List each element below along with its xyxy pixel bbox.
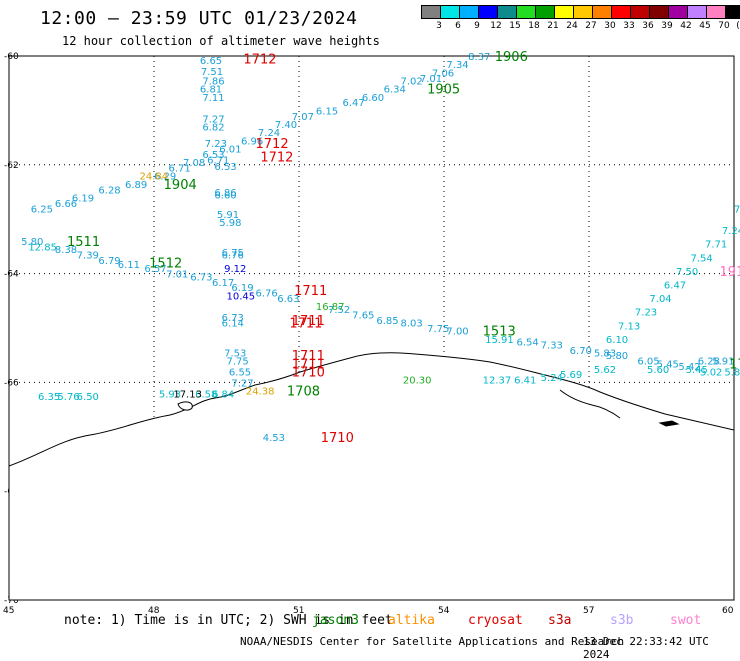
- wave-height-label: 16.87: [316, 302, 345, 313]
- wave-height-label: 7.33: [541, 340, 563, 351]
- pass-time-label: 1513: [483, 325, 516, 340]
- wave-height-label: 7.65: [352, 310, 374, 321]
- mission-s3a: s3a: [548, 613, 571, 628]
- wave-height-label: 6.70: [570, 346, 592, 357]
- wave-height-label: 5.60: [647, 365, 669, 376]
- mission-swot: swot: [670, 613, 701, 628]
- wave-height-label: 20.30: [403, 376, 432, 387]
- wave-height-label: 12.85: [28, 242, 57, 253]
- wave-height-label: 6.65: [200, 56, 222, 67]
- wave-height-label: 7.24: [722, 226, 740, 237]
- pass-time-label: 1711: [294, 284, 327, 299]
- wave-height-label: 6.25: [31, 204, 53, 215]
- wave-height-label: 6.19: [72, 193, 94, 204]
- pass-time-label: 1712: [243, 53, 276, 68]
- wave-height-label: 6.14: [222, 319, 244, 330]
- wave-height-label: 6.73: [190, 272, 212, 283]
- wave-height-label: 7.39: [77, 251, 99, 262]
- wave-height-label: 7.23: [635, 308, 657, 319]
- wave-height-label: 6.54: [517, 338, 539, 349]
- wave-height-label: 6.53: [202, 150, 224, 161]
- wave-height-label: 7.34: [446, 60, 468, 71]
- wave-height-label: 6.76: [222, 251, 244, 262]
- wave-height-label: 6.47: [664, 280, 686, 291]
- wave-height-label: 7.75: [227, 357, 249, 368]
- wave-height-label: 6.76: [256, 289, 278, 300]
- pass-time-label: 1906: [495, 50, 528, 65]
- wave-height-label: 6.28: [98, 185, 120, 196]
- pass-time-label: 1709: [729, 357, 740, 372]
- wave-height-label: 5.62: [594, 365, 616, 376]
- wave-height-label: 6.82: [202, 123, 224, 134]
- offshore-island-1: [178, 402, 192, 410]
- wave-height-label: 8.03: [401, 319, 423, 330]
- mission-s3b: s3b: [610, 613, 633, 628]
- generated-timestamp: 13 Dec 22:33:42 UTC 2024: [583, 635, 740, 661]
- wave-height-label: 9.12: [224, 264, 246, 275]
- wave-height-label: 5.45: [686, 365, 708, 376]
- latitude-label: -66: [4, 378, 19, 388]
- wave-height-label: 8.37: [468, 52, 490, 63]
- wave-height-label: 6.15: [316, 106, 338, 117]
- mission-cryosat: cryosat: [468, 613, 523, 628]
- wave-height-label: 5.69: [560, 370, 582, 381]
- wave-height-label: 7.54: [691, 253, 713, 264]
- wave-height-label: 7.11: [202, 93, 224, 104]
- pass-time-label: 1708: [287, 385, 320, 400]
- pass-time-label: 1710: [292, 366, 325, 381]
- latitude-label: -60: [4, 52, 19, 62]
- wave-height-label: 5.80: [606, 351, 628, 362]
- wave-height-label: 24.38: [246, 387, 275, 398]
- pass-time-label: 1711: [289, 317, 322, 332]
- pass-time-label: 1512: [149, 257, 182, 272]
- wave-height-label: 17.13: [173, 389, 202, 400]
- wave-height-label: 7.13: [618, 321, 640, 332]
- pass-time-label: 1511: [67, 235, 100, 250]
- longitude-label: 54: [438, 606, 450, 616]
- wave-height-label: 5.98: [219, 218, 241, 229]
- wave-height-label: 6.50: [77, 392, 99, 403]
- wave-height-label: 5.24: [541, 373, 563, 384]
- wave-height-label: 6.11: [118, 260, 140, 271]
- wave-height-label: 7.50: [676, 267, 698, 278]
- pass-time-label: 1904: [164, 178, 197, 193]
- longitude-label: 57: [583, 606, 594, 616]
- mission-altika: altika: [388, 613, 435, 628]
- wave-height-label: 4.53: [263, 433, 285, 444]
- wave-height-label: 6.60: [214, 191, 236, 202]
- wave-height-label: 7.71: [705, 240, 727, 251]
- pass-time-label: 1910: [720, 265, 740, 280]
- wave-height-label: 7.07: [292, 112, 314, 123]
- wave-height-label: 6.55: [229, 368, 251, 379]
- pass-time-label: 1712: [260, 151, 293, 166]
- wave-height-label: 7.76: [734, 204, 740, 215]
- antarctica-coastline: [9, 353, 734, 600]
- latitude-label: -62: [4, 161, 19, 171]
- wave-height-label: 6.10: [606, 335, 628, 346]
- wave-height-label: 6.41: [514, 376, 536, 387]
- mission-jason3: jason3: [312, 613, 359, 628]
- wave-height-label: 7.04: [649, 294, 671, 305]
- longitude-label: 45: [3, 606, 14, 616]
- pass-time-label: 1710: [321, 431, 354, 446]
- wave-height-label: 12.37: [483, 376, 512, 387]
- wave-height-label: 7.00: [446, 327, 468, 338]
- wave-height-label: 6.53: [214, 162, 236, 173]
- credit-line: NOAA/NESDIS Center for Satellite Applica…: [240, 635, 624, 648]
- latitude-label: -64: [4, 270, 19, 280]
- wave-height-label: 10.45: [227, 291, 256, 302]
- longitude-label: 60: [722, 606, 734, 616]
- wave-height-label: 6.84: [212, 389, 234, 400]
- pass-time-label: 1905: [427, 83, 460, 98]
- wave-height-label: 6.60: [362, 93, 384, 104]
- wave-height-label: 6.85: [376, 316, 398, 327]
